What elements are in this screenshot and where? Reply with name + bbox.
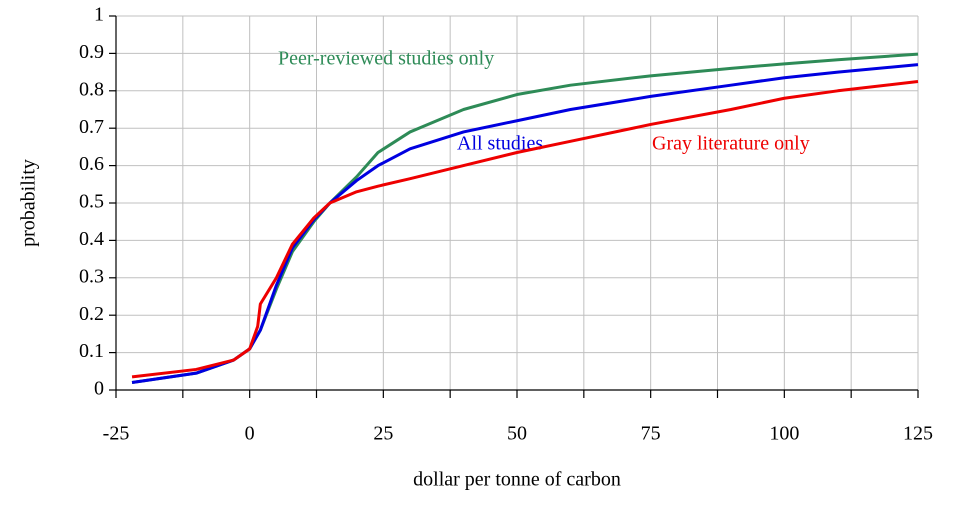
y-tick-label: 0.4 (79, 228, 104, 250)
y-tick-label: 0.9 (79, 41, 104, 63)
y-tick-label: 0.7 (79, 116, 104, 138)
y-tick-label: 1 (94, 4, 104, 26)
y-tick-label: 0.6 (79, 153, 104, 175)
y-axis-title: probability (18, 159, 40, 247)
y-tick-label: 0.3 (79, 265, 104, 287)
series-label: Gray literature only (652, 133, 810, 155)
y-tick-label: 0 (94, 378, 104, 400)
series-label: All studies (457, 133, 543, 155)
x-tick-label: -25 (103, 423, 130, 445)
x-tick-label: 75 (641, 423, 661, 445)
y-tick-label: 0.2 (79, 303, 104, 325)
y-tick-label: 0.5 (79, 191, 104, 213)
series-label: Peer-reviewed studies only (278, 48, 494, 70)
y-tick-label: 0.1 (79, 340, 104, 362)
y-tick-label: 0.8 (79, 78, 104, 100)
x-tick-label: 0 (245, 423, 255, 445)
x-tick-label: 125 (903, 423, 933, 445)
x-tick-label: 100 (769, 423, 799, 445)
x-axis-title: dollar per tonne of carbon (413, 469, 621, 491)
series-line (131, 79, 919, 379)
x-tick-label: 50 (507, 423, 527, 445)
x-tick-label: 25 (373, 423, 393, 445)
